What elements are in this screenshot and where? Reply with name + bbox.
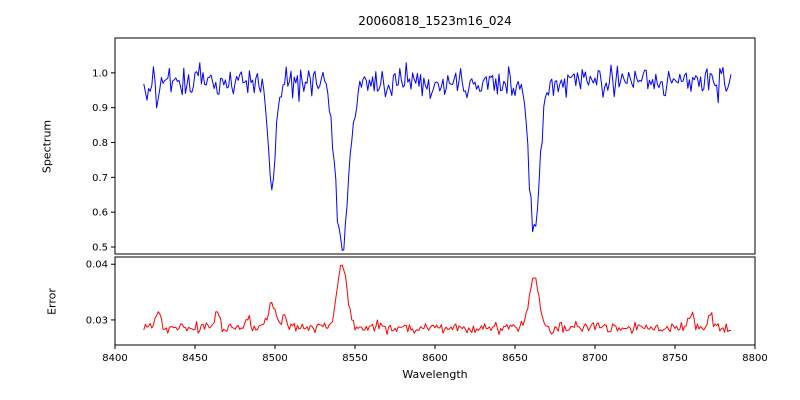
spectrum-y-tick-label: 0.7 (92, 173, 108, 184)
spectrum-y-tick-label: 0.9 (92, 103, 108, 114)
x-tick-label: 8650 (502, 353, 527, 364)
error-series-line (143, 264, 732, 336)
x-tick-label: 8450 (182, 353, 207, 364)
error-y-tick-label: 0.04 (86, 260, 108, 271)
x-tick-label: 8750 (662, 353, 687, 364)
x-tick-label: 8400 (102, 353, 127, 364)
spectrum-y-tick-label: 0.8 (92, 138, 108, 149)
x-tick-label: 8800 (742, 353, 767, 364)
error-y-tick-label: 0.03 (86, 315, 108, 326)
x-tick-label: 8700 (582, 353, 607, 364)
x-tick-label: 8550 (342, 353, 367, 364)
spectrum-axes-frame (114, 37, 756, 255)
spectrum-series-line (143, 62, 732, 251)
spectrum-y-tick-label: 0.6 (92, 208, 108, 219)
error-axes-frame (114, 256, 756, 346)
spectrum-y-tick-label: 0.5 (92, 243, 108, 254)
x-tick-label: 8600 (422, 353, 447, 364)
chart-title: 20060818_1523m16_024 (358, 14, 512, 28)
x-axis-label: Wavelength (402, 368, 468, 381)
spectrum-y-tick-label: 1.0 (92, 68, 108, 79)
x-tick-label: 8500 (262, 353, 287, 364)
